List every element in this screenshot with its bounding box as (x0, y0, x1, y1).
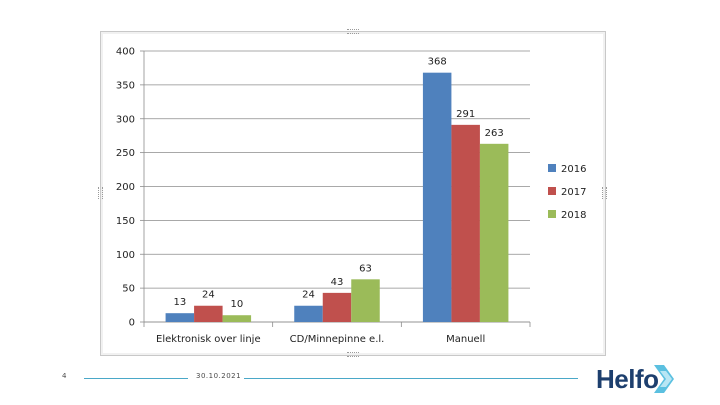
bar (451, 124, 480, 322)
legend-label: 2018 (561, 210, 586, 221)
x-tick-label: Elektronisk over linje (156, 334, 261, 345)
y-tick-label: 300 (116, 114, 135, 125)
bar (422, 72, 452, 323)
data-label: 63 (359, 263, 372, 274)
legend-swatch (548, 164, 556, 172)
y-tick-label: 0 (129, 318, 135, 329)
data-label: 13 (173, 297, 186, 308)
legend-label: 2017 (561, 187, 586, 198)
y-tick-label: 350 (116, 80, 135, 91)
bar (194, 305, 223, 322)
frame-handle-left (98, 187, 103, 199)
chart-frame: 0 50 100 150 200 250 300 350 400 Elektronisk over… (98, 29, 607, 357)
y-tick-label: 200 (116, 182, 135, 193)
footer-date: 30.10.2021 (196, 372, 242, 380)
legend-swatch (548, 187, 556, 195)
bar (222, 315, 252, 322)
x-tick-label: Manuell (446, 334, 485, 345)
data-label: 263 (485, 128, 504, 139)
bar (351, 279, 380, 322)
data-label: 24 (202, 290, 215, 301)
bar (479, 143, 509, 322)
logo-chevron-front (660, 371, 672, 387)
data-label: 24 (302, 290, 315, 301)
y-tick-label: 50 (122, 284, 135, 295)
legend-label: 2016 (561, 164, 586, 175)
legend-swatch (548, 210, 556, 218)
data-label: 291 (456, 109, 475, 120)
y-tick-label: 150 (116, 216, 135, 227)
y-tick-label: 100 (116, 250, 135, 261)
slide-footer: 4 30.10.2021 Helfo (0, 360, 720, 400)
y-tick-label: 250 (116, 148, 135, 159)
bar (294, 305, 323, 322)
frame-handle-top (347, 29, 359, 34)
data-label: 43 (331, 277, 344, 288)
x-tick-label: CD/Minnepinne e.l. (290, 334, 385, 345)
bar (165, 313, 195, 322)
bar (322, 292, 352, 322)
data-label: 368 (428, 57, 447, 68)
footer-line-left (84, 378, 188, 379)
frame-handle-bottom (347, 352, 359, 357)
slide-number: 4 (62, 372, 67, 380)
logo-chevron-back (654, 365, 674, 393)
logo-text: Helfo (596, 364, 659, 394)
chevron-right-icon (654, 365, 674, 393)
frame-handle-right (602, 187, 607, 199)
data-label: 10 (230, 299, 243, 310)
y-tick-label: 400 (116, 47, 135, 58)
bar-chart: 0 50 100 150 200 250 300 350 400 Elektronisk over… (116, 47, 587, 346)
footer-line-right (244, 378, 578, 379)
